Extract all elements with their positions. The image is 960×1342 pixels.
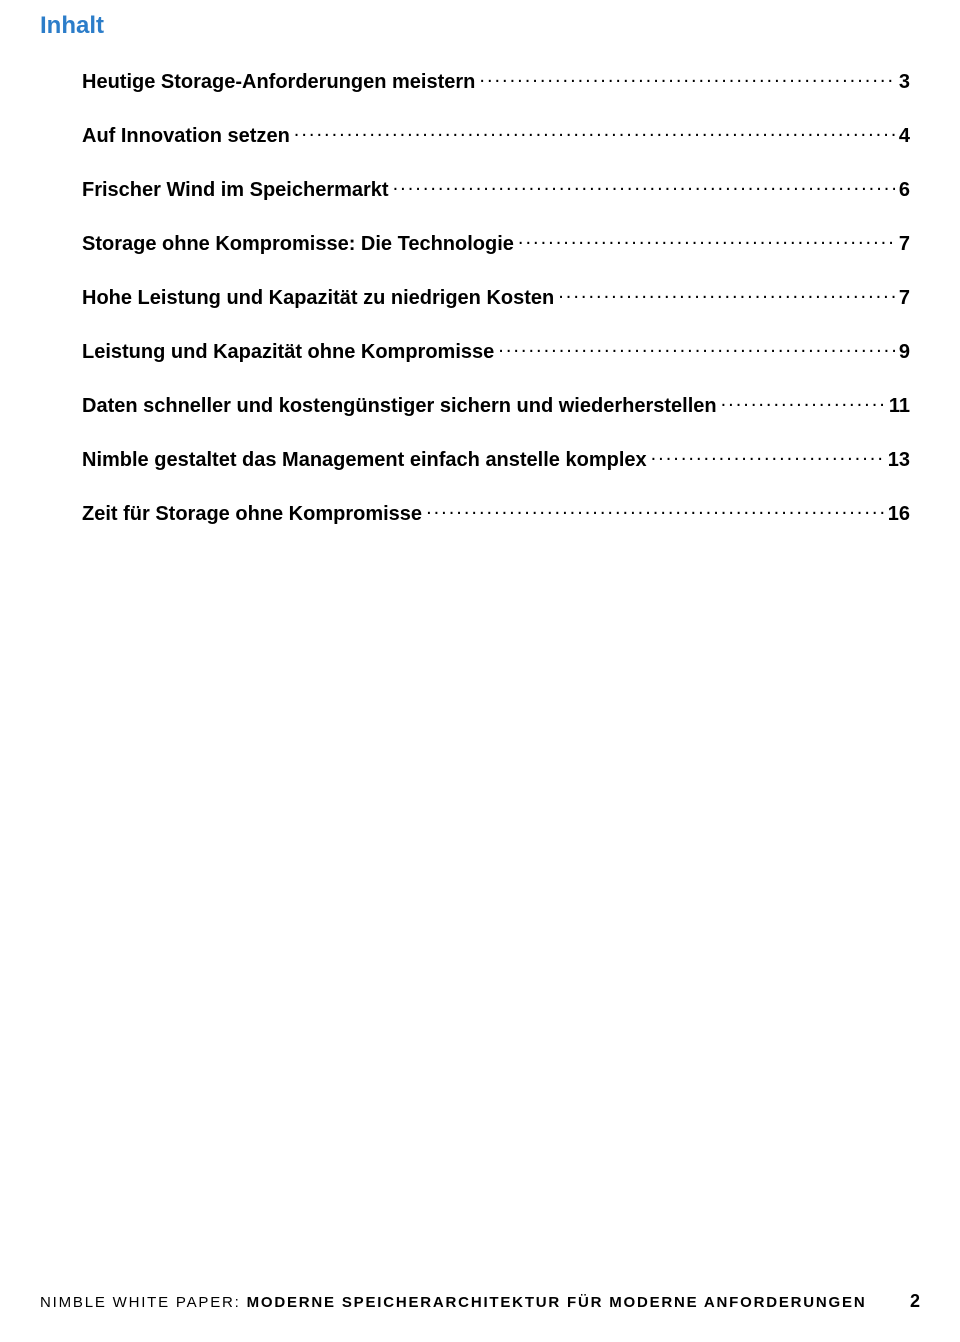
- toc-entry-page: 13: [888, 449, 910, 472]
- toc-entry-page: 11: [889, 395, 910, 418]
- toc-entry-title: Hohe Leistung und Kapazität zu niedrigen…: [82, 287, 554, 310]
- toc-entry[interactable]: Frischer Wind im Speichermarkt 6: [82, 176, 910, 202]
- toc-leader-dots: [393, 176, 895, 196]
- toc-entry[interactable]: Leistung und Kapazität ohne Kompromisse …: [82, 338, 910, 364]
- footer-prefix: NIMBLE WHITE PAPER:: [40, 1294, 247, 1311]
- toc-entry-title: Daten schneller und kostengünstiger sich…: [82, 395, 717, 418]
- toc-entry-page: 6: [899, 179, 910, 202]
- toc-entry-title: Heutige Storage-Anforderungen meistern: [82, 71, 475, 94]
- toc-leader-dots: [426, 500, 884, 520]
- toc-leader-dots: [518, 230, 895, 250]
- toc-heading: Inhalt: [40, 12, 920, 40]
- page-container: Inhalt Heutige Storage-Anforderungen mei…: [0, 0, 960, 1342]
- footer-page-number: 2: [910, 1291, 920, 1312]
- page-footer: NIMBLE WHITE PAPER: MODERNE SPEICHERARCH…: [40, 1291, 920, 1312]
- table-of-contents: Heutige Storage-Anforderungen meistern 3…: [40, 68, 920, 526]
- toc-entry-title: Nimble gestaltet das Management einfach …: [82, 449, 647, 472]
- toc-entry[interactable]: Daten schneller und kostengünstiger sich…: [82, 392, 910, 418]
- toc-entry-page: 4: [899, 125, 910, 148]
- toc-entry-title: Zeit für Storage ohne Kompromisse: [82, 503, 422, 526]
- toc-entry-page: 3: [899, 71, 910, 94]
- toc-leader-dots: [558, 284, 895, 304]
- toc-entry[interactable]: Zeit für Storage ohne Kompromisse 16: [82, 500, 910, 526]
- toc-entry-page: 9: [899, 341, 910, 364]
- toc-entry-title: Auf Innovation setzen: [82, 125, 290, 148]
- toc-entry[interactable]: Nimble gestaltet das Management einfach …: [82, 446, 910, 472]
- toc-leader-dots: [294, 122, 895, 142]
- footer-title: NIMBLE WHITE PAPER: MODERNE SPEICHERARCH…: [40, 1294, 866, 1311]
- toc-entry-page: 16: [888, 503, 910, 526]
- toc-leader-dots: [479, 68, 894, 88]
- toc-entry-title: Storage ohne Kompromisse: Die Technologi…: [82, 233, 514, 256]
- toc-leader-dots: [651, 446, 884, 466]
- toc-entry[interactable]: Auf Innovation setzen 4: [82, 122, 910, 148]
- toc-entry[interactable]: Storage ohne Kompromisse: Die Technologi…: [82, 230, 910, 256]
- footer-document-title: MODERNE SPEICHERARCHITEKTUR FÜR MODERNE …: [247, 1294, 867, 1311]
- toc-entry-title: Leistung und Kapazität ohne Kompromisse: [82, 341, 494, 364]
- toc-entry-page: 7: [899, 287, 910, 310]
- toc-entry[interactable]: Heutige Storage-Anforderungen meistern 3: [82, 68, 910, 94]
- toc-leader-dots: [721, 392, 885, 412]
- toc-entry-page: 7: [899, 233, 910, 256]
- toc-entry-title: Frischer Wind im Speichermarkt: [82, 179, 389, 202]
- toc-entry[interactable]: Hohe Leistung und Kapazität zu niedrigen…: [82, 284, 910, 310]
- toc-leader-dots: [498, 338, 895, 358]
